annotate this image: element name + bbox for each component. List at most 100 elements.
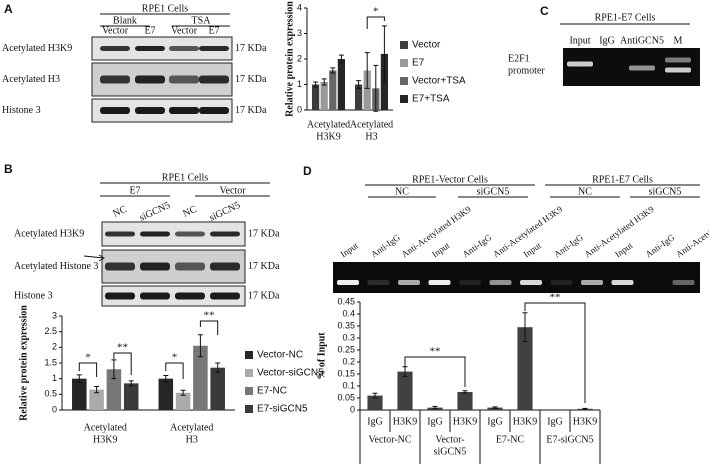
band: [199, 107, 229, 114]
error-bar: [111, 359, 117, 380]
error-bar: [76, 374, 82, 383]
significance-bracket: [199, 320, 219, 335]
legend-swatch: [400, 41, 408, 49]
error-bar: [128, 380, 134, 387]
legend-label: Vector-siGCN5: [257, 368, 324, 379]
gel-band: [337, 280, 359, 285]
legend-swatch: [400, 59, 408, 67]
y-tick-label: 1: [52, 373, 57, 383]
error-bar: [373, 64, 379, 112]
x-tick-label: Acetylated: [84, 422, 127, 433]
error-bar: [432, 405, 438, 410]
lane-label: E7: [144, 25, 155, 36]
error-bar: [582, 407, 588, 410]
group-label: Vector-NC: [368, 434, 411, 445]
x-tick-label: H3: [365, 131, 377, 142]
group-label: NC: [395, 186, 409, 197]
gel: [333, 262, 700, 293]
bar: [123, 383, 139, 410]
y-axis-label: Relative protein expression: [18, 305, 29, 421]
error-bar: [338, 54, 344, 64]
group-label: E7-NC: [496, 434, 525, 445]
gel-band: [665, 57, 691, 63]
bar: [320, 81, 328, 110]
band: [169, 75, 199, 84]
band: [135, 46, 165, 51]
y-axis-label: Relative protein expression: [284, 1, 295, 117]
error-bar: [180, 389, 186, 396]
group-label: Vector-: [435, 434, 464, 445]
y-tick-label: 1: [297, 79, 302, 89]
legend-label: E7-NC: [257, 386, 287, 397]
lane-label: Vector: [102, 25, 129, 36]
error-bar: [364, 52, 370, 89]
x-tick-label: H3K9: [316, 131, 340, 142]
group-label: Blank: [113, 15, 137, 26]
y-tick-label: 0.1: [342, 380, 355, 390]
bar: [397, 371, 413, 410]
x-tick-label: Acetylated: [307, 119, 350, 130]
band: [100, 75, 130, 84]
gel-band: [611, 280, 634, 285]
panel-label: B: [4, 162, 13, 176]
group-label: E7-siGCN5: [546, 434, 593, 445]
legend-label: Vector-NC: [257, 350, 303, 361]
gel-band: [367, 280, 390, 285]
y-tick-label: 3: [297, 28, 302, 38]
lane-label: M: [674, 35, 683, 46]
error-bar: [313, 81, 319, 88]
blot-header: RPE1-Vector Cells: [412, 174, 488, 185]
bar: [457, 392, 473, 410]
x-tick-label: IgG: [427, 416, 443, 427]
bar: [175, 392, 191, 410]
group-label: TSA: [192, 15, 212, 26]
band: [210, 262, 240, 271]
legend-label: Vector+TSA: [412, 76, 466, 87]
gel-band: [428, 280, 451, 285]
band: [100, 107, 130, 114]
size-label: 17 KDa: [235, 105, 267, 116]
lane-label: E7: [208, 25, 219, 36]
band: [175, 231, 205, 237]
legend-swatch: [245, 405, 253, 413]
gel-band: [567, 61, 593, 67]
bar: [72, 378, 87, 410]
band: [135, 75, 165, 84]
blot-header: RPE1-E7 Cells: [592, 174, 653, 185]
bar: [354, 84, 363, 110]
lane-label: NC: [111, 204, 129, 220]
legend-swatch: [400, 77, 408, 85]
gel-band: [672, 280, 695, 285]
band: [210, 231, 240, 237]
panel-label: D: [303, 164, 312, 178]
significance-label: **: [550, 292, 561, 304]
band: [169, 46, 199, 51]
bar: [337, 59, 346, 110]
y-tick-label: 0.45: [337, 296, 355, 306]
x-tick-label: H3K9: [393, 416, 417, 427]
x-tick-label: H3K9: [513, 416, 537, 427]
bar: [311, 84, 320, 110]
error-bar: [372, 392, 378, 399]
panel-label: A: [4, 2, 13, 16]
row-label: Acetylated H3K9: [14, 228, 84, 239]
blot-header: RPE1 Cells: [162, 172, 209, 183]
row-label: Histone 3: [2, 105, 41, 116]
legend-swatch: [245, 351, 253, 359]
blot-header: RPE1 Cells: [142, 3, 189, 14]
significance-bracket: [165, 362, 184, 379]
group-label: siGCN5: [649, 186, 682, 197]
legend-label: E7: [412, 58, 425, 69]
bar: [106, 369, 122, 410]
group-label: NC: [578, 186, 592, 197]
bar: [329, 70, 337, 110]
x-tick-label: H3K9: [573, 416, 597, 427]
y-tick-label: 2: [52, 342, 57, 352]
y-tick-label: 0: [297, 104, 302, 114]
band: [105, 262, 135, 271]
gel-band: [520, 280, 542, 285]
error-bar: [215, 362, 221, 373]
band: [105, 292, 135, 300]
x-tick-label: H3: [186, 434, 198, 445]
legend-label: E7+TSA: [412, 94, 450, 105]
